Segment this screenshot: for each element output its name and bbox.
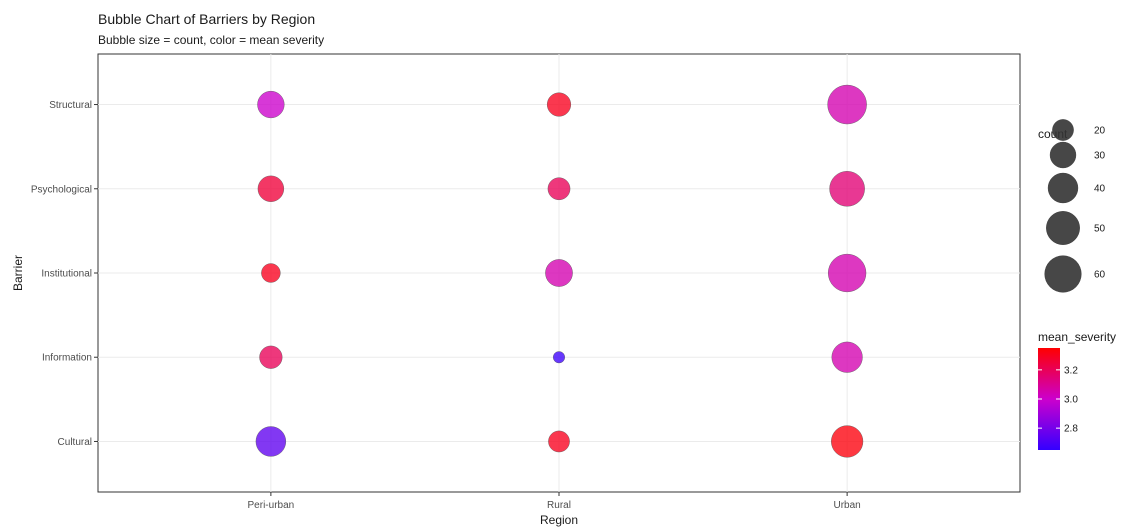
- bubble-points: [255, 84, 867, 458]
- color-legend-label: 3.2: [1064, 365, 1078, 376]
- size-legend-key: [1044, 255, 1082, 293]
- size-legend-label: 50: [1094, 224, 1106, 235]
- bubble-point: [546, 92, 572, 117]
- bubble-point: [545, 259, 573, 287]
- bubble-point: [261, 263, 281, 283]
- color-legend: mean_severity 2.8 3.0 3.2: [1038, 330, 1116, 450]
- color-legend-label: 3.0: [1064, 395, 1078, 406]
- y-axis-title: Barrier: [11, 255, 25, 291]
- size-legend-label: 20: [1094, 126, 1106, 137]
- bubble-point: [831, 341, 863, 373]
- y-tick-label: Psychological: [31, 184, 92, 195]
- axes: Peri-urban Rural Urban Cultural Information I…: [31, 100, 861, 511]
- bubble-point: [828, 253, 867, 293]
- size-legend-label: 40: [1094, 184, 1106, 195]
- size-legend-key: [1049, 141, 1077, 169]
- size-legend-key: [1052, 119, 1074, 141]
- bubble-point: [257, 175, 285, 202]
- bubble-point: [257, 90, 285, 119]
- bubble-point: [255, 426, 287, 457]
- bubble-point: [259, 345, 283, 369]
- y-tick-label: Cultural: [58, 437, 92, 448]
- chart-title: Bubble Chart of Barriers by Region: [98, 11, 316, 27]
- y-tick-label: Structural: [49, 100, 92, 111]
- color-legend-title: mean_severity: [1038, 330, 1116, 344]
- x-tick-label: Urban: [834, 500, 861, 511]
- bubble-point: [829, 171, 865, 207]
- size-legend-label: 60: [1094, 270, 1106, 281]
- bubble-point: [831, 425, 864, 458]
- color-legend-bar: [1038, 348, 1060, 450]
- x-tick-label: Peri-urban: [248, 500, 295, 511]
- bubble-point: [548, 430, 570, 453]
- size-legend-label: 30: [1094, 151, 1106, 162]
- color-legend-label: 2.8: [1064, 424, 1078, 435]
- bubble-point: [553, 351, 565, 364]
- x-axis-title: Region: [540, 513, 578, 527]
- bubble-point: [547, 177, 571, 201]
- y-tick-label: Information: [42, 353, 92, 364]
- chart-subtitle: Bubble size = count, color = mean severi…: [98, 33, 325, 47]
- size-legend-key: [1047, 172, 1079, 204]
- bubble-point: [827, 84, 867, 125]
- size-legend-key: [1046, 211, 1080, 245]
- y-tick-label: Institutional: [41, 269, 92, 280]
- x-tick-label: Rural: [547, 500, 571, 511]
